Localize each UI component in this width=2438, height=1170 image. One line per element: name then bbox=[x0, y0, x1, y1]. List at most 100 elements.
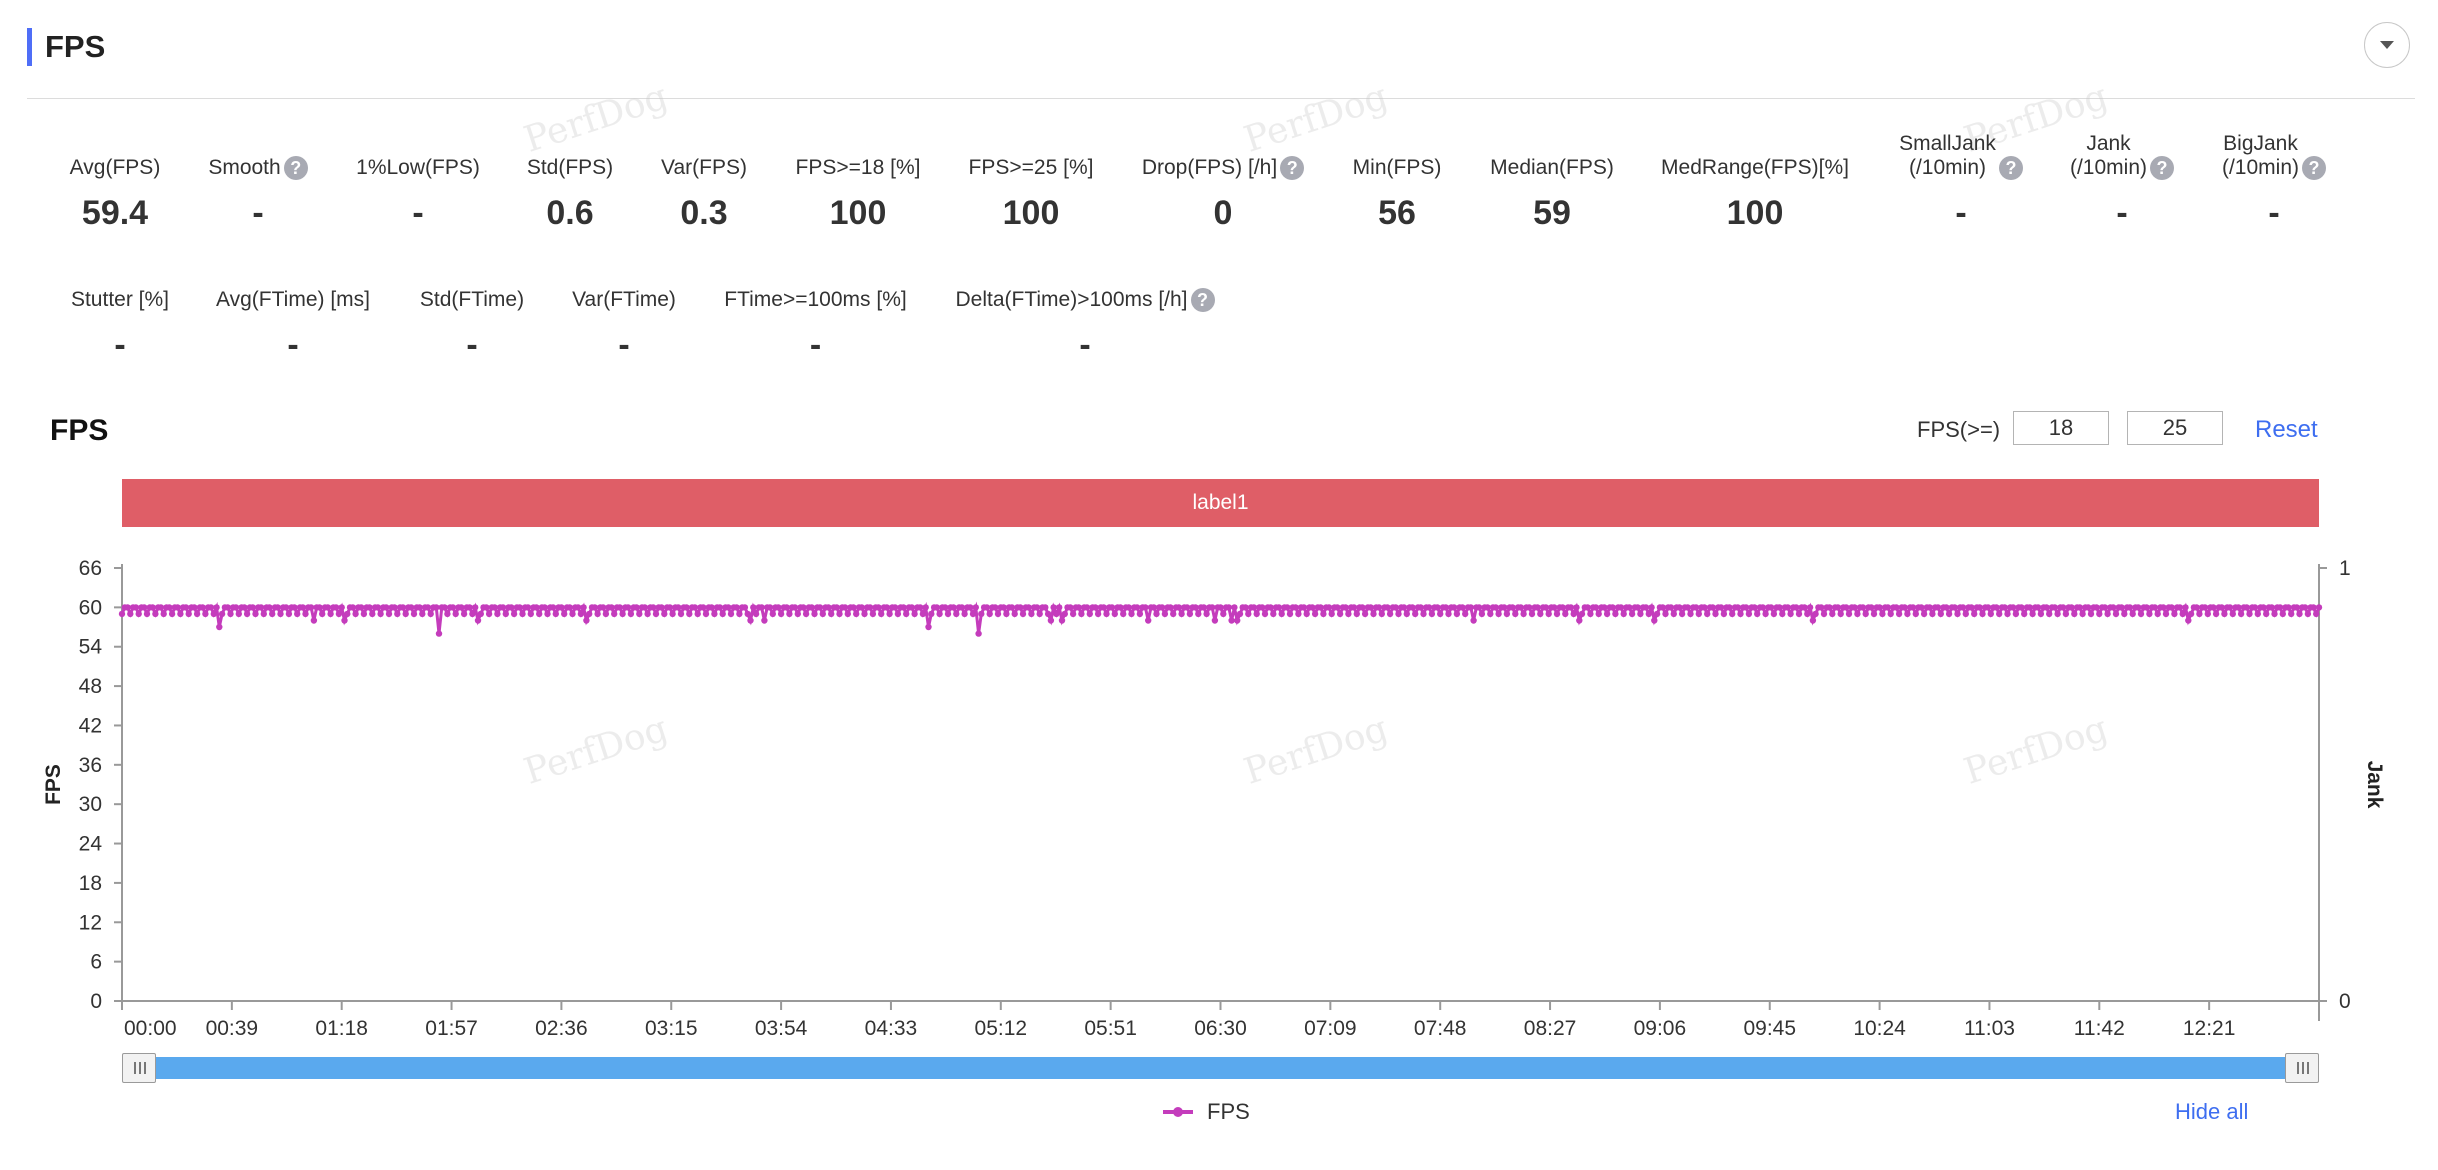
fps-data-point bbox=[1183, 604, 1191, 611]
fps-data-point bbox=[1495, 610, 1502, 618]
fps-data-point bbox=[127, 610, 134, 618]
help-icon[interactable]: ? bbox=[1280, 156, 1305, 180]
fps-data-point bbox=[950, 604, 957, 611]
fps-data-point bbox=[700, 604, 707, 611]
fps-data-point bbox=[1993, 604, 2000, 611]
fps-data-point bbox=[1036, 610, 1043, 618]
fps-data-point bbox=[1478, 610, 1486, 618]
fps-data-point bbox=[2112, 610, 2120, 618]
help-icon[interactable]: ? bbox=[1998, 156, 2023, 180]
fps-data-point bbox=[232, 604, 240, 611]
fps-data-point bbox=[878, 610, 885, 618]
fps-data-point bbox=[527, 610, 534, 618]
stat-label: FTime>=100ms [%] bbox=[724, 288, 907, 311]
fps-data-point bbox=[472, 604, 479, 611]
fps-data-point bbox=[619, 610, 626, 618]
fps-data-point bbox=[580, 604, 587, 611]
y-tick-label: 48 bbox=[79, 675, 102, 698]
slider-track[interactable] bbox=[122, 1057, 2319, 1079]
x-tick-label: 05:51 bbox=[1084, 1017, 1137, 1040]
fps-data-point bbox=[1576, 617, 1583, 624]
threshold-high-input[interactable] bbox=[2127, 411, 2223, 445]
stat-label: BigJank bbox=[2223, 132, 2298, 155]
fps-data-point bbox=[1843, 604, 1850, 611]
legend-item-fps[interactable]: FPS bbox=[1163, 1099, 1250, 1125]
fps-data-point bbox=[786, 610, 793, 618]
stat-label-unit: (/10min) bbox=[1908, 156, 1987, 179]
help-icon[interactable]: ? bbox=[283, 156, 308, 180]
fps-data-point bbox=[1951, 604, 1958, 611]
x-tick-label: 10:24 bbox=[1853, 1017, 1906, 1040]
fps-data-point bbox=[277, 610, 284, 618]
fps-chart[interactable]: 0 6 12 18 24 30 36 42 48 54 60 66 0 1 00:00 00:39 01:18 0… bbox=[0, 540, 2438, 1040]
fps-data-point bbox=[1459, 604, 1466, 611]
collapse-button[interactable] bbox=[2364, 22, 2410, 68]
threshold-low-input[interactable] bbox=[2013, 411, 2109, 445]
fps-data-point bbox=[2185, 617, 2192, 624]
fps-data-point bbox=[213, 604, 220, 611]
fps-data-point bbox=[2026, 604, 2034, 611]
help-icon[interactable]: ? bbox=[2150, 156, 2175, 180]
fps-data-point bbox=[917, 604, 924, 611]
fps-data-point bbox=[583, 617, 590, 624]
fps-data-point bbox=[1934, 604, 1942, 611]
slider-right-handle[interactable] bbox=[2285, 1053, 2319, 1083]
fps-data-point bbox=[1142, 604, 1149, 611]
fps-data-point bbox=[408, 604, 415, 611]
x-tick-label: 07:09 bbox=[1304, 1017, 1357, 1040]
fps-data-point bbox=[460, 610, 468, 618]
fps-data-point bbox=[1467, 604, 1475, 611]
fps-data-point bbox=[1945, 610, 1953, 618]
fps-data-point bbox=[741, 604, 749, 611]
fps-data-point bbox=[1370, 610, 1377, 618]
fps-data-point bbox=[608, 604, 615, 611]
fps-data-point bbox=[157, 604, 165, 611]
fps-data-point bbox=[235, 610, 242, 618]
stat-value: 100 bbox=[1002, 194, 1060, 232]
stat-label: Avg(FTime) [ms] bbox=[215, 288, 370, 311]
fps-data-point bbox=[1178, 610, 1185, 618]
stat-value: 56 bbox=[1378, 194, 1416, 232]
fps-data-point bbox=[636, 610, 643, 618]
fps-data-point bbox=[2279, 610, 2286, 618]
fps-data-point bbox=[166, 604, 173, 611]
fps-data-point bbox=[519, 610, 526, 618]
stat-avg-ftime: Avg(FTime) [ms] - bbox=[198, 262, 388, 364]
stat-label: Var(FPS) bbox=[661, 156, 747, 179]
fps-data-point bbox=[942, 604, 949, 611]
fps-data-point bbox=[338, 604, 345, 611]
range-slider[interactable] bbox=[122, 1053, 2319, 1083]
fps-data-point bbox=[1876, 604, 1883, 611]
help-icon[interactable]: ? bbox=[1190, 288, 1215, 312]
fps-data-point bbox=[2276, 604, 2284, 611]
fps-data-point bbox=[972, 604, 979, 611]
hide-all-button[interactable]: Hide all bbox=[2175, 1099, 2249, 1124]
fps-data-point bbox=[2004, 610, 2011, 618]
fps-data-point bbox=[294, 610, 301, 618]
slider-left-handle[interactable] bbox=[122, 1053, 156, 1083]
fps-data-point bbox=[1437, 610, 1444, 618]
fps-data-point bbox=[1534, 604, 1541, 611]
x-tick-label: 03:54 bbox=[755, 1017, 808, 1040]
fps-data-point bbox=[1417, 604, 1424, 611]
fps-data-point bbox=[149, 604, 156, 611]
fps-data-point bbox=[2151, 604, 2159, 611]
label-band[interactable]: label1 bbox=[122, 479, 2319, 527]
fps-data-point bbox=[1509, 604, 1516, 611]
fps-data-point bbox=[1217, 604, 1224, 611]
stat-label: Min(FPS) bbox=[1352, 156, 1442, 179]
fps-data-point bbox=[257, 604, 265, 611]
fps-data-point bbox=[2087, 610, 2095, 618]
fps-data-point bbox=[391, 604, 398, 611]
reset-button[interactable]: Reset bbox=[2255, 416, 2318, 443]
y-tick-label: 0 bbox=[90, 990, 102, 1013]
help-icon[interactable]: ? bbox=[2302, 156, 2327, 180]
stat-std-ftime: Std(FTime) - bbox=[402, 262, 542, 364]
fps-data-point bbox=[1403, 610, 1411, 618]
fps-data-point bbox=[2285, 604, 2292, 611]
fps-data-point bbox=[1042, 604, 1049, 611]
fps-data-point bbox=[1971, 610, 1978, 618]
fps-data-point bbox=[783, 604, 790, 611]
fps-data-point bbox=[1103, 610, 1110, 618]
fps-data-point bbox=[1920, 610, 1928, 618]
